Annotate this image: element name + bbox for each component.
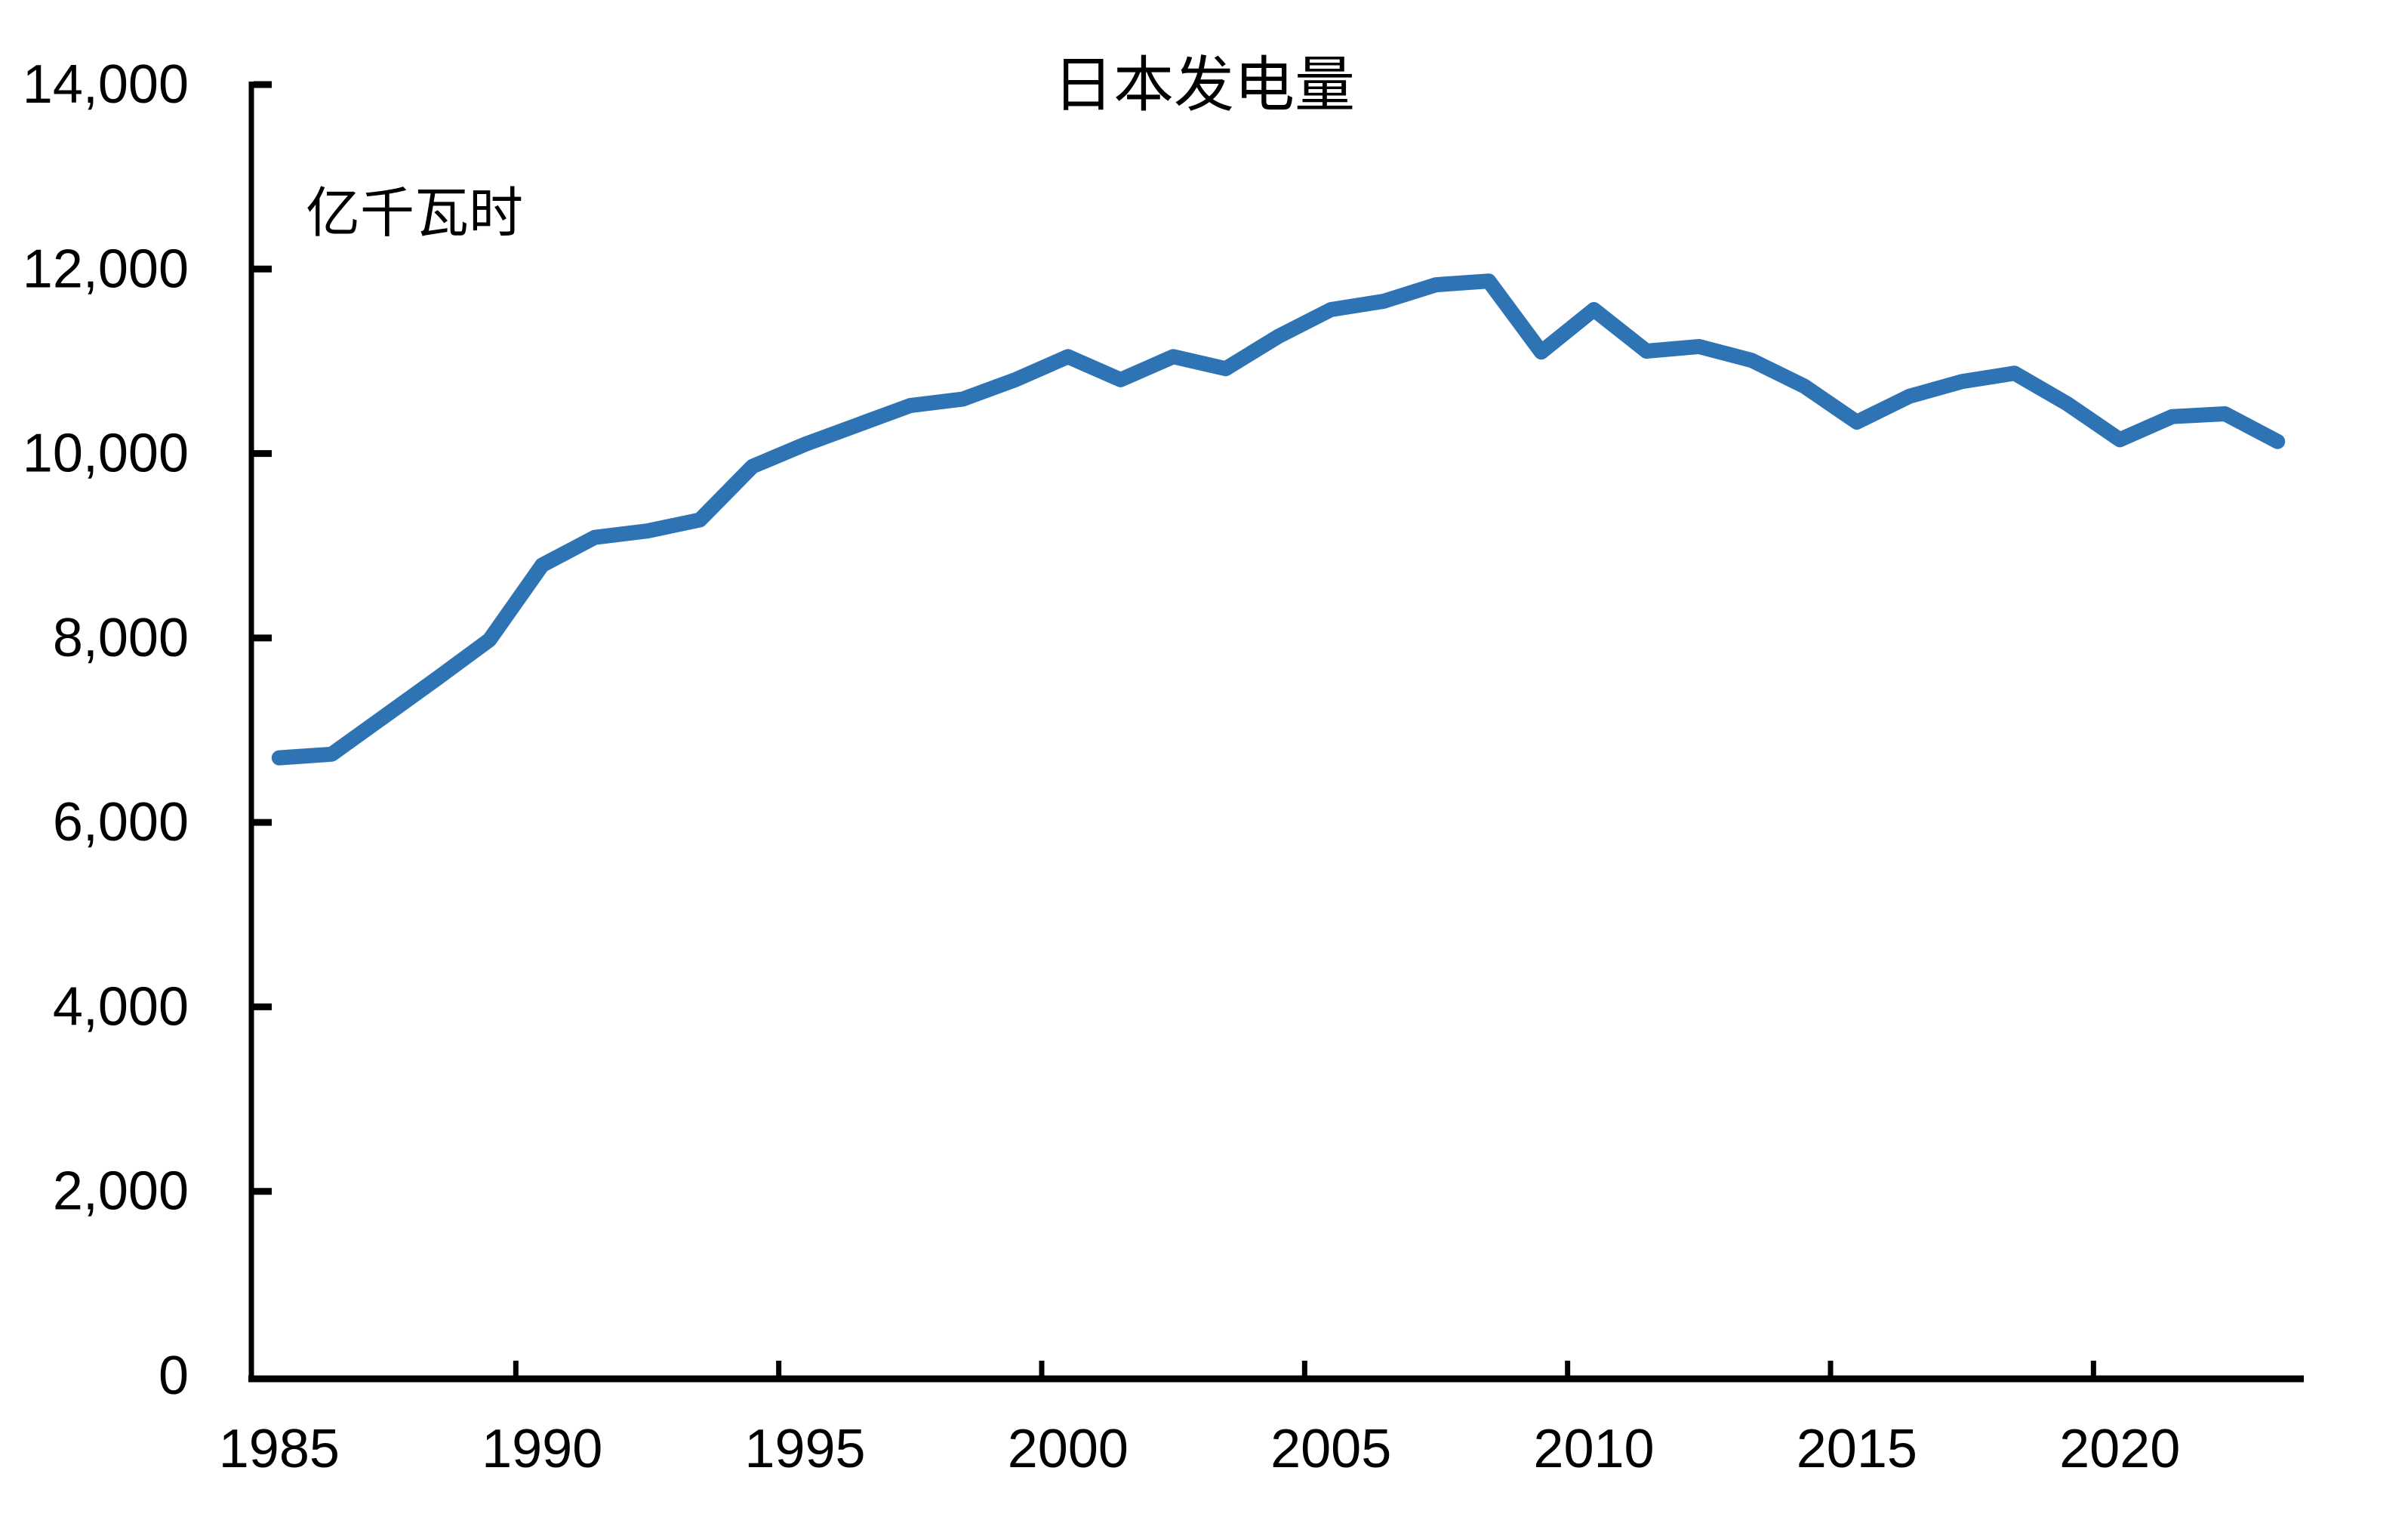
- data-series-line: [271, 273, 2286, 766]
- y-tick-label: 14,000: [23, 54, 189, 115]
- x-tick-labels: 1985 1990 1995 2000 2005 2010 2015 2020: [219, 1419, 2181, 1479]
- y-tick-labels: 0 2,000 4,000 6,000 8,000 10,000 12,000 14,000: [23, 54, 189, 1406]
- y-tick-label: 10,000: [23, 424, 189, 484]
- chart-title: 日本发电量: [1053, 50, 1355, 120]
- y-tick-label: 8,000: [53, 608, 189, 668]
- y-axis: [248, 81, 272, 1382]
- x-tick-label: 1985: [219, 1419, 340, 1479]
- x-tick-label: 2015: [1797, 1419, 1917, 1479]
- y-tick-label: 12,000: [23, 239, 189, 299]
- x-tick-label: 2020: [2059, 1419, 2180, 1479]
- y-tick-label: 0: [159, 1346, 189, 1406]
- y-axis-unit-label: 亿千瓦时: [306, 181, 523, 245]
- x-tick-label: 2000: [1008, 1419, 1129, 1479]
- x-tick-label: 1995: [744, 1419, 865, 1479]
- x-tick-label: 1990: [482, 1419, 602, 1479]
- x-axis: [248, 1361, 2304, 1383]
- x-tick-label: 2010: [1533, 1419, 1654, 1479]
- y-tick-label: 4,000: [53, 976, 189, 1037]
- x-tick-label: 2005: [1270, 1419, 1391, 1479]
- y-tick-label: 2,000: [53, 1161, 189, 1222]
- series-line: [271, 273, 2286, 766]
- y-tick-label: 6,000: [53, 792, 189, 853]
